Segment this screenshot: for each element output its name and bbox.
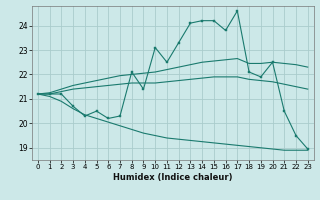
X-axis label: Humidex (Indice chaleur): Humidex (Indice chaleur) (113, 173, 233, 182)
